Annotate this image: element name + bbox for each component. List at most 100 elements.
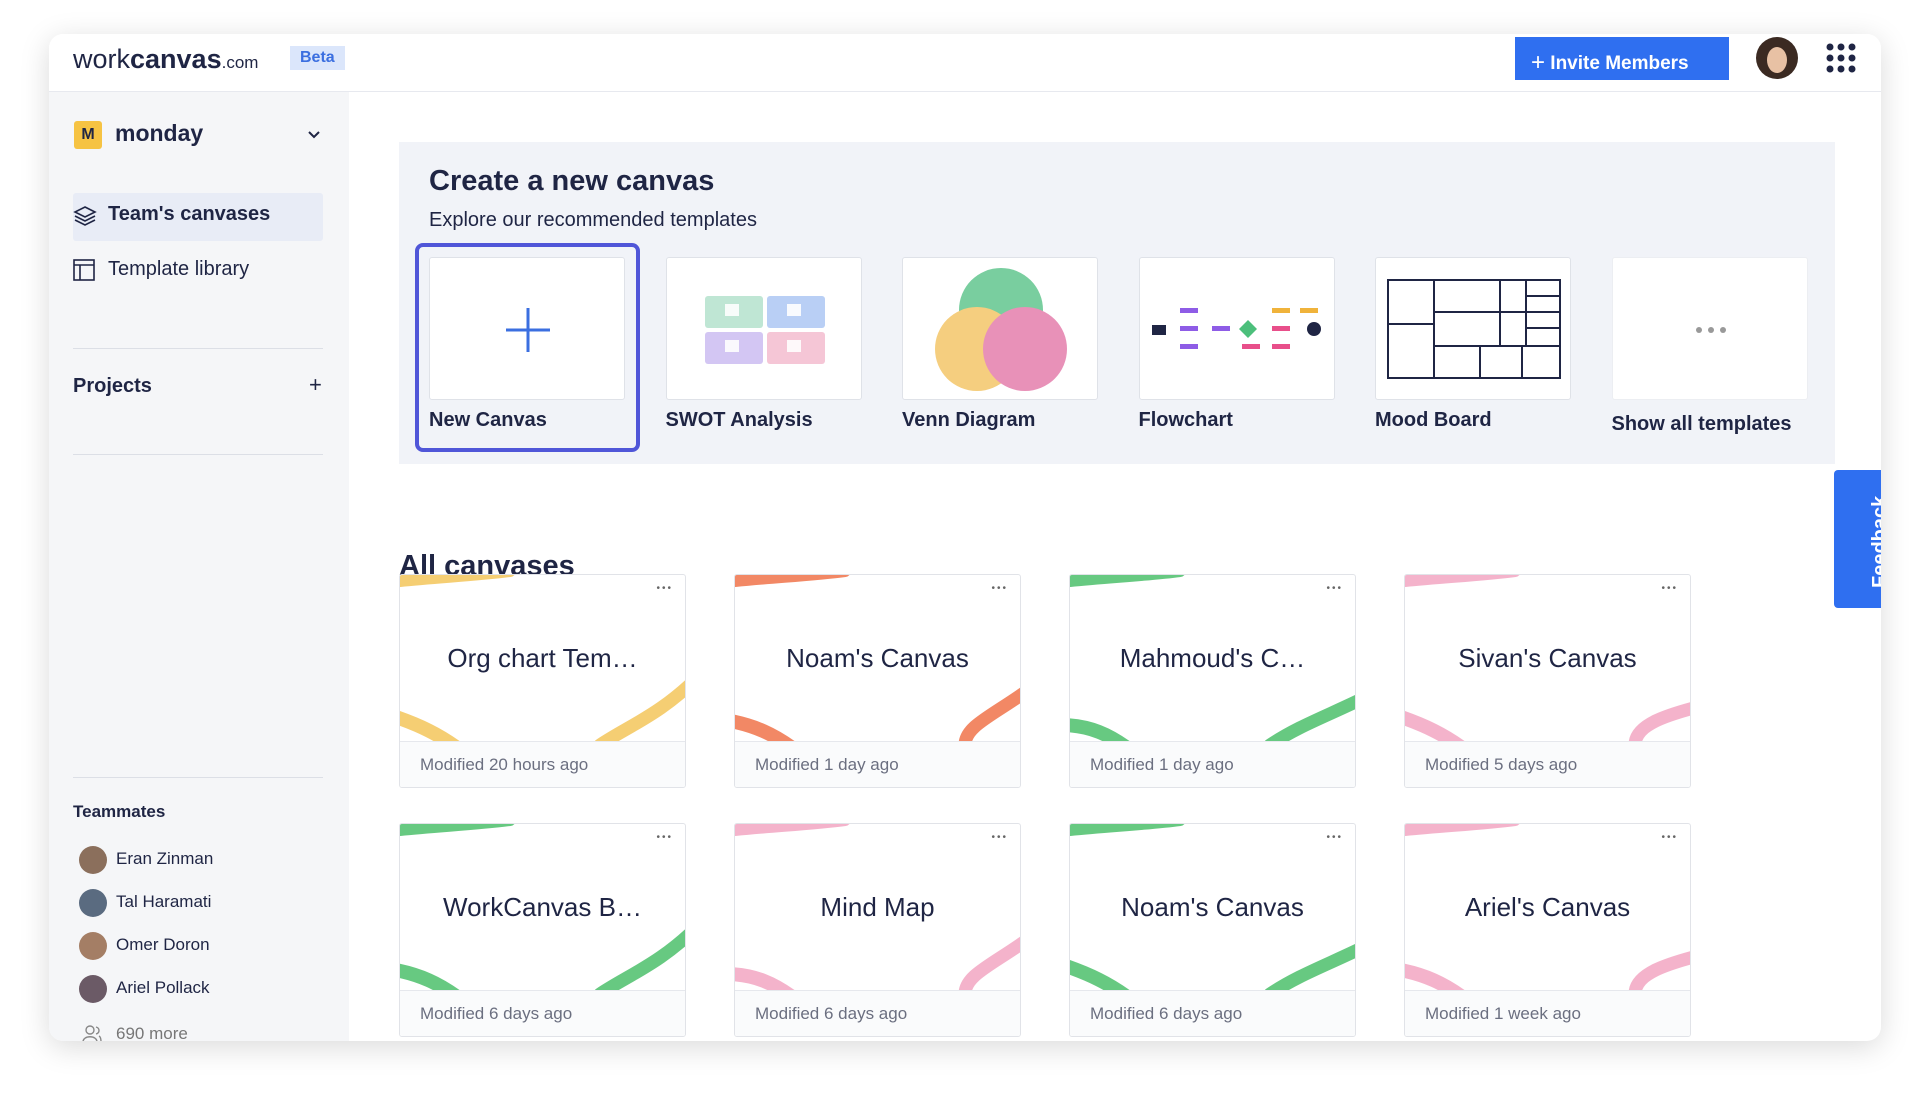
canvas-modified: Modified 5 days ago	[1405, 741, 1690, 787]
nav-item[interactable]: Template library	[108, 258, 250, 280]
canvas-modified: Modified 6 days ago	[400, 990, 685, 1036]
canvas-thumbnail	[735, 824, 1020, 990]
canvas-modified: Modified 6 days ago	[1070, 990, 1355, 1036]
canvas-card[interactable]: ••• Mind Map Modified 6 days ago	[734, 823, 1021, 1037]
invite-button[interactable]: + Invite Members	[1515, 37, 1729, 80]
teammate-name[interactable]: Ariel Pollack	[116, 978, 210, 997]
add-project[interactable]: +	[309, 372, 322, 397]
people-icon	[82, 1025, 102, 1041]
more-options[interactable]: •••	[1326, 832, 1343, 843]
invite-label: Invite Members	[1550, 53, 1689, 74]
template-card[interactable]	[902, 257, 1098, 400]
canvas-modified: Modified 1 day ago	[735, 741, 1020, 787]
canvas-thumbnail	[735, 575, 1020, 741]
teammate-avatar	[79, 975, 107, 1003]
workspace-name[interactable]: monday	[115, 120, 204, 146]
beta-badge: Beta	[290, 46, 345, 70]
teammate-avatar	[79, 889, 107, 917]
teammate-name[interactable]: Omer Doron	[116, 935, 210, 954]
canvas-card[interactable]: ••• Sivan's Canvas Modified 5 days ago	[1404, 574, 1691, 788]
more-options[interactable]: •••	[1661, 583, 1678, 594]
more-teammates[interactable]: 690 more	[116, 1024, 188, 1041]
divider	[73, 777, 323, 778]
layers-icon	[73, 206, 97, 226]
canvas-thumbnail	[1070, 575, 1355, 741]
logo[interactable]: workcanvas.com	[73, 44, 258, 75]
canvas-name[interactable]: Org chart Tem…	[447, 643, 638, 673]
template-card[interactable]	[1375, 257, 1571, 400]
canvas-modified: Modified 1 week ago	[1405, 990, 1690, 1036]
canvas-thumbnail	[1405, 824, 1690, 990]
canvas-modified: Modified 20 hours ago	[400, 741, 685, 787]
create-title: Create a new canvas	[429, 165, 715, 197]
canvas-thumbnail	[1405, 575, 1690, 741]
feedback-tab[interactable]: Feedback	[1834, 470, 1881, 608]
more-options[interactable]: •••	[991, 832, 1008, 843]
user-avatar[interactable]	[1755, 36, 1799, 80]
projects-heading[interactable]: Projects	[73, 375, 152, 397]
template-thumbnail	[1695, 327, 1726, 333]
canvas-name[interactable]: Mind Map	[820, 892, 935, 922]
template-card[interactable]	[1611, 257, 1808, 400]
more-options[interactable]: •••	[656, 832, 673, 843]
workspace-icon: M	[74, 121, 102, 149]
logo-suffix: .com	[221, 53, 259, 72]
feedback-label: Feedback	[1869, 495, 1881, 588]
divider	[73, 348, 323, 349]
teammates-heading: Teammates	[73, 802, 166, 821]
canvas-name[interactable]: WorkCanvas B…	[443, 892, 642, 922]
template-thumbnail	[1151, 308, 1321, 349]
header: workcanvas.com Beta + Invite Members	[49, 34, 1881, 92]
canvas-thumbnail	[1070, 824, 1355, 990]
canvas-thumbnail	[400, 824, 685, 990]
create-subtitle: Explore our recommended templates	[429, 209, 757, 231]
template-label[interactable]: SWOT Analysis	[665, 409, 813, 431]
app-window: workcanvas.com Beta + Invite Members M m…	[49, 34, 1881, 1041]
more-options[interactable]: •••	[656, 583, 673, 594]
canvas-thumbnail	[400, 575, 685, 741]
template-icon	[73, 259, 95, 281]
template-label[interactable]: New Canvas	[429, 409, 547, 431]
plus-icon: +	[1531, 49, 1546, 76]
logo-bold: canvas	[130, 44, 222, 74]
teammate-avatar	[79, 846, 107, 874]
canvas-name[interactable]: Noam's Canvas	[786, 643, 969, 673]
teammate-name[interactable]: Eran Zinman	[116, 849, 214, 868]
template-thumbnail	[935, 268, 1067, 391]
apps-menu[interactable]	[1825, 42, 1857, 74]
more-options[interactable]: •••	[1661, 832, 1678, 843]
template-thumbnail	[704, 296, 825, 364]
canvas-modified: Modified 6 days ago	[735, 990, 1020, 1036]
template-thumbnail	[506, 308, 550, 352]
selected-outline	[415, 243, 640, 452]
canvas-card[interactable]: ••• Ariel's Canvas Modified 1 week ago	[1404, 823, 1691, 1037]
more-options[interactable]: •••	[991, 583, 1008, 594]
nav-item[interactable]: Team's canvases	[108, 203, 271, 225]
canvas-card[interactable]: ••• WorkCanvas B… Modified 6 days ago	[399, 823, 686, 1037]
template-thumbnail	[1387, 279, 1561, 379]
canvas-modified: Modified 1 day ago	[1070, 741, 1355, 787]
sidebar: M monday Projects + Teammates 690 more T…	[49, 92, 349, 1041]
logo-light: work	[73, 44, 131, 74]
canvas-name[interactable]: Noam's Canvas	[1121, 892, 1304, 922]
template-label[interactable]: Flowchart	[1138, 409, 1233, 431]
template-card[interactable]	[429, 257, 625, 400]
template-label[interactable]: Venn Diagram	[902, 409, 1036, 431]
nav-highlight	[73, 193, 323, 241]
template-card[interactable]	[665, 257, 862, 400]
teammate-avatar	[79, 932, 107, 960]
teammate-name[interactable]: Tal Haramati	[116, 892, 212, 911]
more-options[interactable]: •••	[1326, 583, 1343, 594]
canvas-card[interactable]: ••• Noam's Canvas Modified 6 days ago	[1069, 823, 1356, 1037]
canvas-card[interactable]: ••• Mahmoud's C… Modified 1 day ago	[1069, 574, 1356, 788]
canvas-card[interactable]: ••• Noam's Canvas Modified 1 day ago	[734, 574, 1021, 788]
canvas-name[interactable]: Sivan's Canvas	[1458, 643, 1637, 673]
canvas-name[interactable]: Mahmoud's C…	[1119, 643, 1306, 673]
canvas-card[interactable]: ••• Org chart Tem… Modified 20 hours ago	[399, 574, 686, 788]
template-card[interactable]	[1138, 257, 1335, 400]
chevron[interactable]	[307, 130, 321, 140]
template-label[interactable]: Mood Board	[1375, 409, 1492, 431]
template-label[interactable]: Show all templates	[1611, 413, 1792, 435]
canvas-name[interactable]: Ariel's Canvas	[1464, 892, 1631, 922]
